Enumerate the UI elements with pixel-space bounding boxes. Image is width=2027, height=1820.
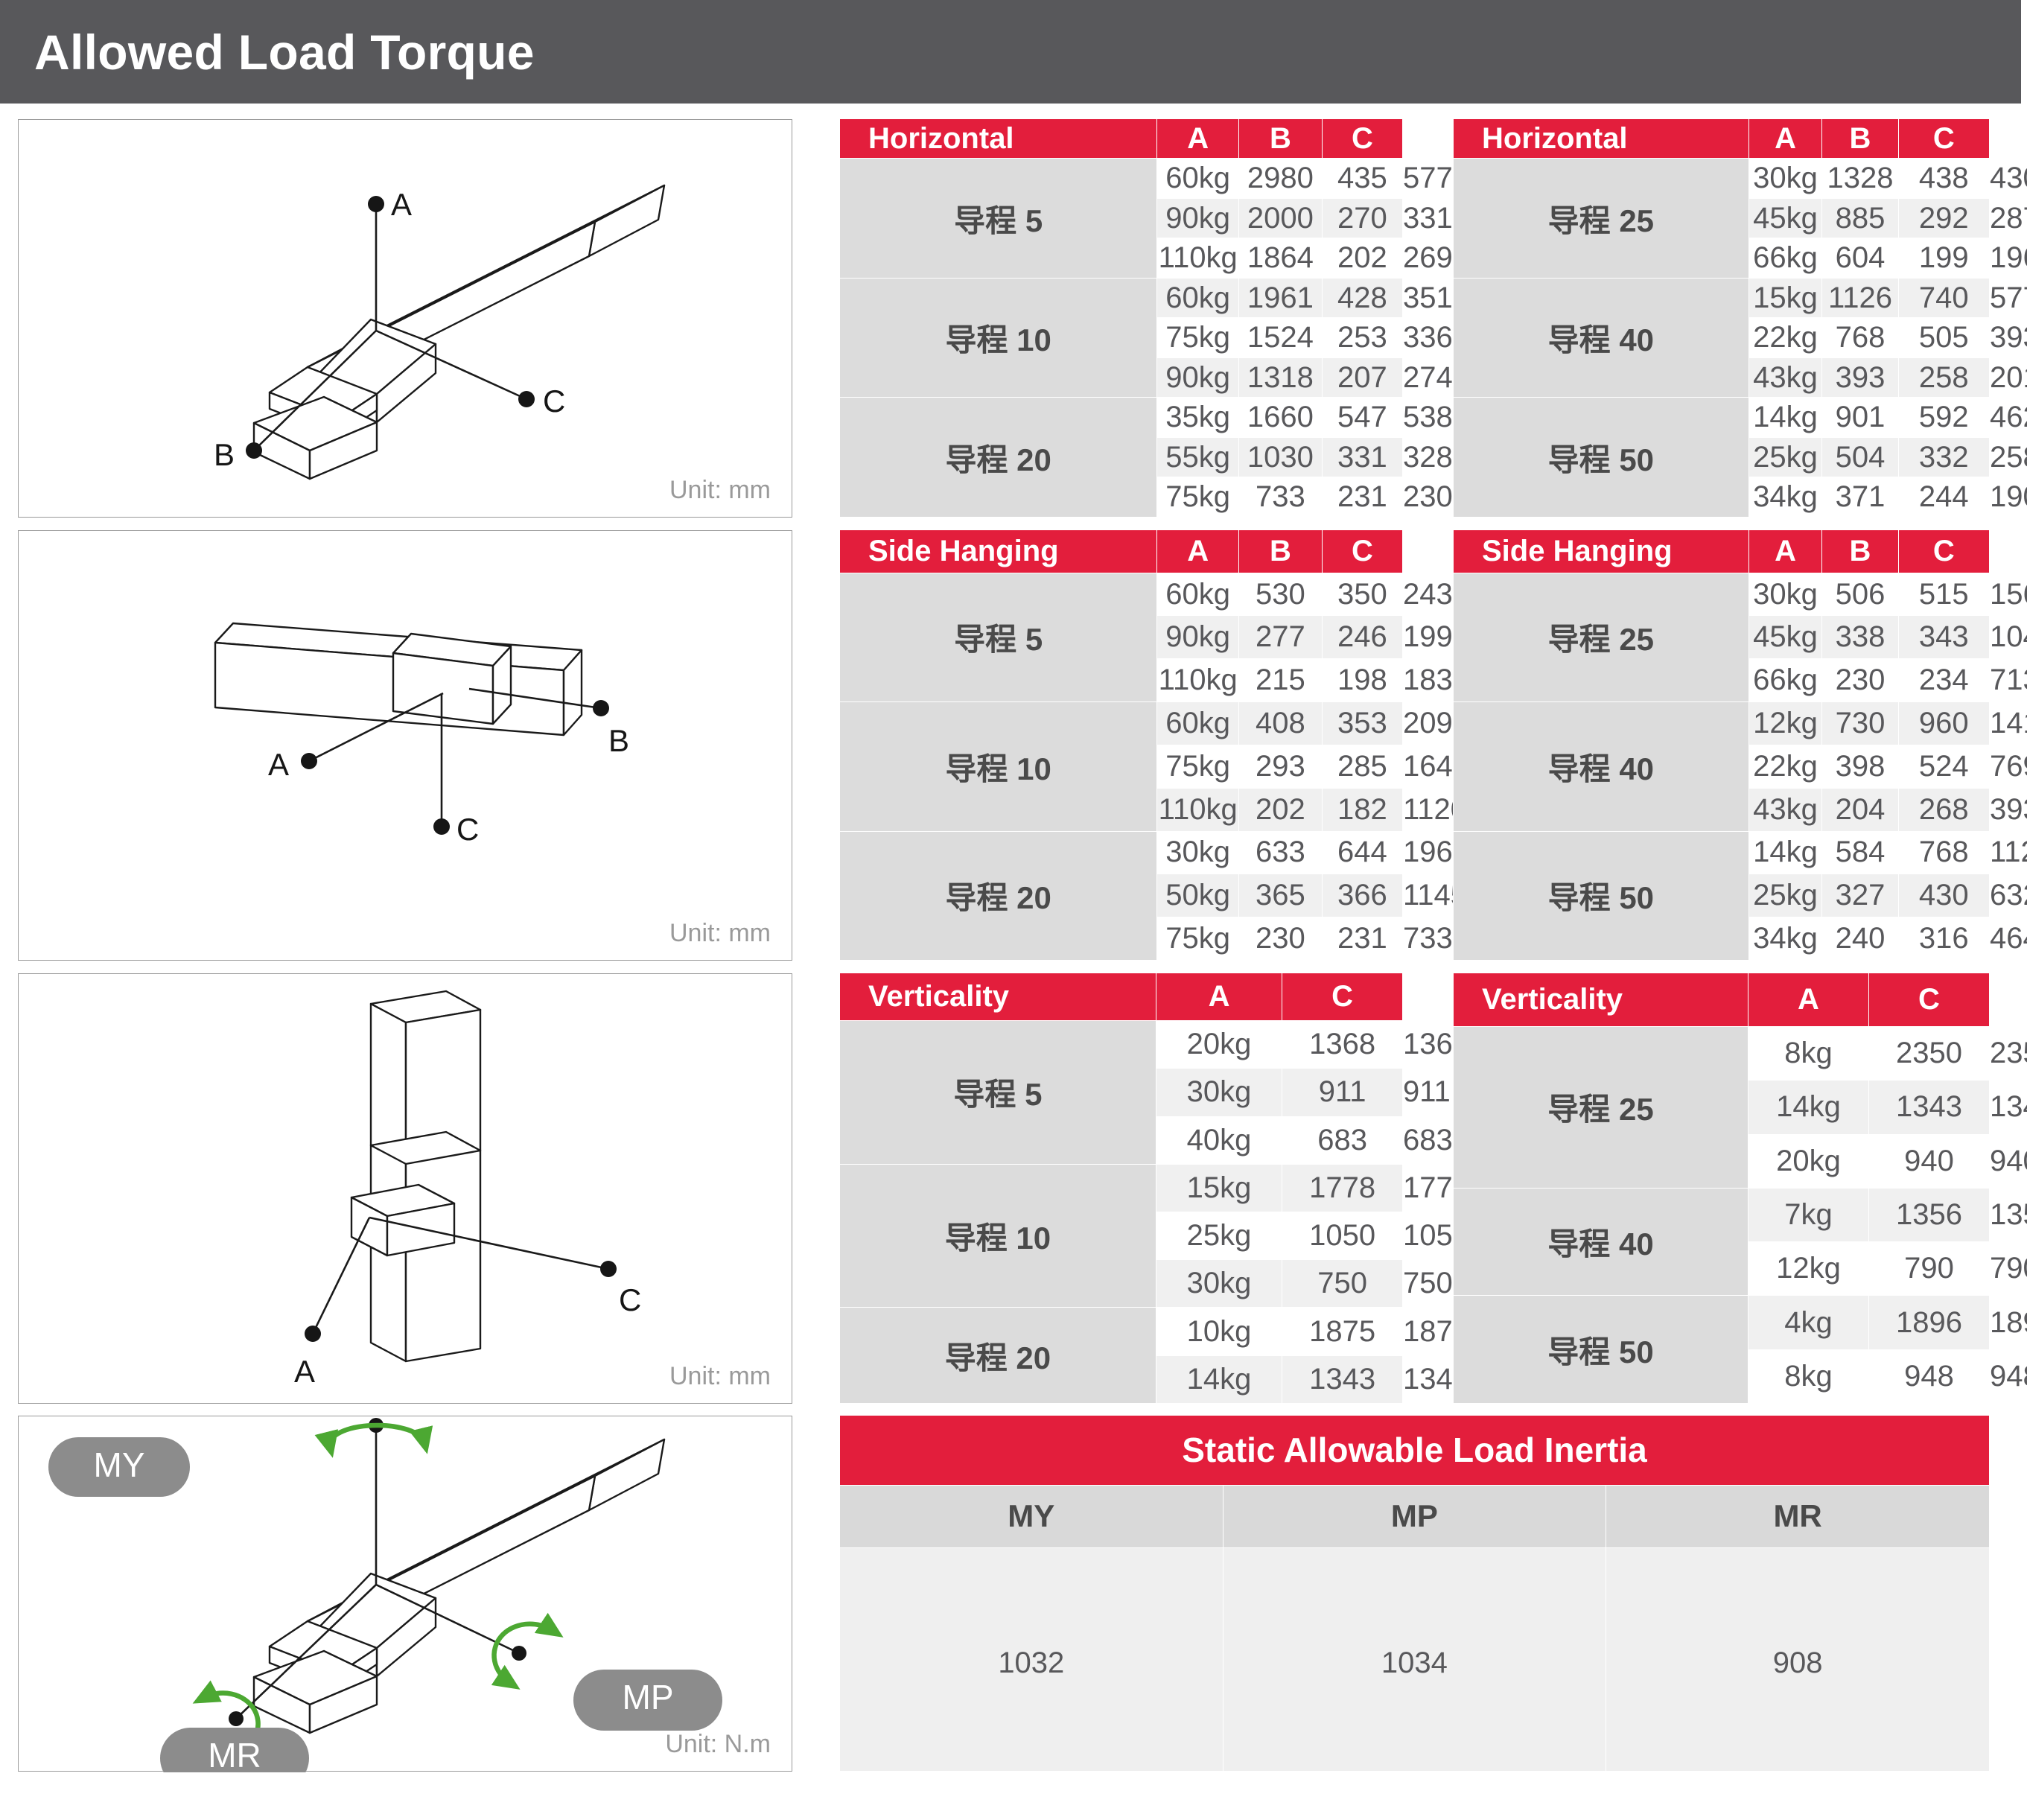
svg-text:MP: MP — [623, 1678, 674, 1716]
svg-text:MR: MR — [208, 1736, 261, 1772]
svg-text:C: C — [619, 1282, 641, 1317]
svg-text:C: C — [543, 384, 565, 419]
svg-text:A: A — [391, 187, 412, 222]
svg-text:C: C — [456, 812, 479, 847]
svg-text:MY: MY — [94, 1445, 145, 1484]
svg-text:B: B — [214, 437, 235, 472]
svg-text:A: A — [294, 1354, 315, 1389]
svg-text:B: B — [608, 723, 629, 758]
svg-text:A: A — [268, 747, 289, 782]
